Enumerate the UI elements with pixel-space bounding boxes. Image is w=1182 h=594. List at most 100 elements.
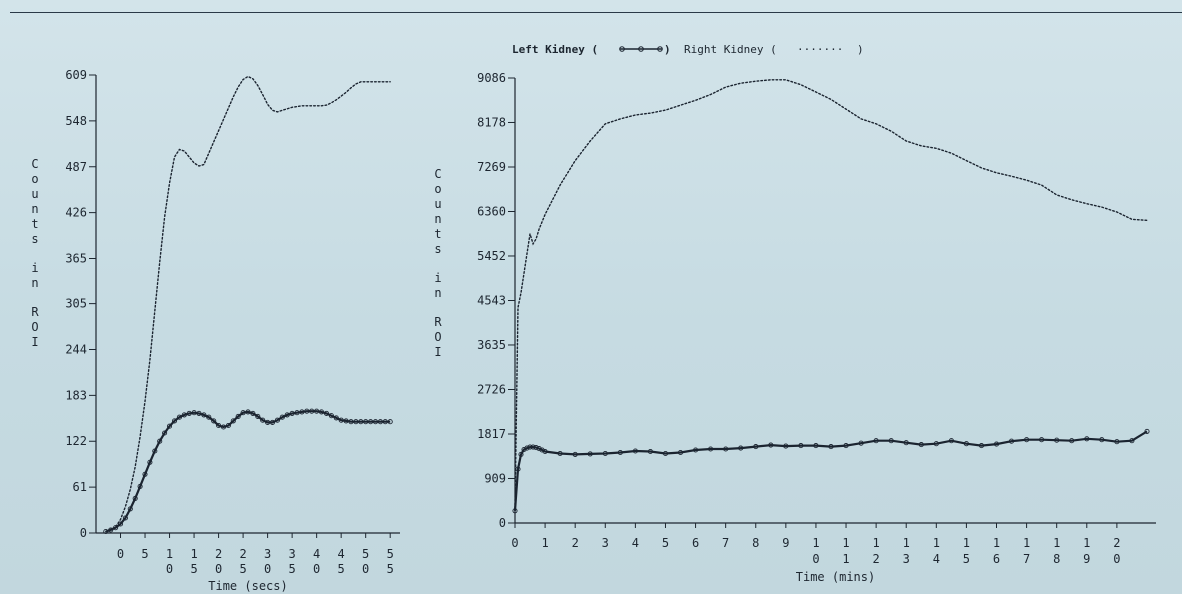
y-axis-label-char: O [31, 320, 38, 334]
y-axis-label-char: s [31, 232, 38, 246]
legend-right-kidney-label: Right Kidney ( [684, 43, 777, 56]
left-kidney-point [186, 410, 192, 416]
left-kidney-point [117, 521, 124, 527]
y-tick-label: 0 [499, 516, 506, 530]
x-tick-label: 5 [662, 536, 669, 550]
left-kidney-point [314, 408, 320, 414]
left-kidney-point [753, 444, 759, 450]
y-tick-label: 548 [65, 114, 87, 128]
left-kidney-point [250, 410, 256, 416]
x-tick-label: 4 [632, 536, 639, 550]
top-rule [10, 12, 1182, 13]
y-tick-label: 487 [65, 160, 87, 174]
x-tick-label: 1 [933, 536, 940, 550]
y-axis-label-char: R [31, 305, 39, 319]
left-kidney-point [206, 414, 212, 420]
left-kidney-line [105, 410, 391, 533]
left-kidney-point [260, 417, 266, 423]
left-kidney-point [240, 410, 246, 416]
x-tick-label: 5 [338, 562, 345, 576]
y-tick-label: 5452 [477, 249, 506, 263]
left-kidney-point [693, 447, 699, 453]
x-tick-label: 4 [338, 547, 345, 561]
y-axis-label-char: O [434, 330, 441, 344]
left-kidney-point [211, 418, 217, 424]
x-tick-label: 9 [782, 536, 789, 550]
y-tick-label: 909 [484, 471, 506, 485]
x-tick-label: 2 [215, 547, 222, 561]
x-tick-label: 5 [362, 547, 369, 561]
left-kidney-point [662, 450, 669, 457]
left-kidney-point [677, 449, 684, 456]
left-kidney-point [127, 506, 133, 512]
left-kidney-point [318, 409, 325, 415]
legend-left-kidney-close: ) [664, 43, 671, 56]
y-axis-label-char: n [434, 286, 441, 300]
y-axis-label-char: t [31, 217, 38, 231]
y-axis-label-char: n [434, 212, 441, 226]
x-tick-label: 0 [117, 547, 124, 561]
left-kidney-point [137, 483, 143, 489]
x-tick-label: 0 [215, 562, 222, 576]
y-tick-label: 426 [65, 206, 87, 220]
left-kidney-point [294, 410, 300, 416]
left-kidney-point [382, 419, 388, 425]
x-tick-label: 0 [264, 562, 271, 576]
left-kidney-point [587, 451, 593, 457]
left-kidney-point [542, 448, 548, 455]
y-tick-label: 0 [80, 526, 87, 540]
left-kidney-point [358, 419, 364, 425]
x-tick-label: 5 [387, 562, 394, 576]
left-kidney-point [798, 443, 804, 449]
x-tick-label: 9 [1083, 552, 1090, 566]
y-tick-label: 305 [65, 297, 87, 311]
y-tick-label: 244 [65, 342, 87, 356]
left-kidney-point [530, 444, 536, 450]
left-kidney-point [993, 441, 1000, 447]
y-axis-label-char: n [31, 276, 38, 290]
y-axis-label-char: s [434, 242, 441, 256]
y-tick-label: 7269 [477, 160, 506, 174]
left-kidney-point [255, 413, 261, 419]
y-tick-label: 183 [65, 388, 87, 402]
left-kidney-point [304, 408, 310, 414]
left-kidney-point [738, 445, 744, 451]
y-tick-label: 6360 [477, 205, 506, 219]
x-tick-label: 6 [993, 552, 1000, 566]
y-tick-label: 1817 [477, 427, 506, 441]
x-tick-label: 0 [812, 552, 819, 566]
left-kidney-point [176, 414, 182, 420]
left-kidney-point [723, 446, 729, 452]
left-kidney-point [963, 441, 969, 447]
y-tick-label: 2726 [477, 382, 506, 396]
left-kidney-point [372, 419, 379, 425]
x-tick-label: 2 [1113, 536, 1120, 550]
y-axis-label-char: u [31, 187, 38, 201]
y-tick-label: 9086 [477, 71, 506, 85]
left-kidney-point [265, 419, 271, 425]
left-kidney-series [103, 408, 393, 535]
left-kidney-point [873, 438, 879, 444]
x-tick-label: 8 [752, 536, 759, 550]
x-tick-label: 1 [873, 536, 880, 550]
left-kidney-point [225, 422, 231, 429]
left-kidney-point [708, 446, 714, 452]
x-axis-label: Time (secs) [208, 579, 287, 593]
x-tick-label: 5 [239, 562, 246, 576]
x-tick-label: 1 [1083, 536, 1090, 550]
left-kidney-point [196, 410, 202, 416]
left-kidney-point [647, 448, 653, 455]
left-kidney-point [216, 422, 222, 429]
legend-right-kidney-symbol: ······· [797, 43, 843, 56]
right-kidney-series [514, 79, 1148, 509]
left-kidney-point [632, 448, 638, 454]
left-kidney-point [933, 441, 939, 447]
x-tick-label: 1 [190, 547, 197, 561]
left-kidney-point [536, 446, 542, 452]
left-kidney-point [518, 451, 524, 457]
x-tick-label: 3 [903, 552, 910, 566]
